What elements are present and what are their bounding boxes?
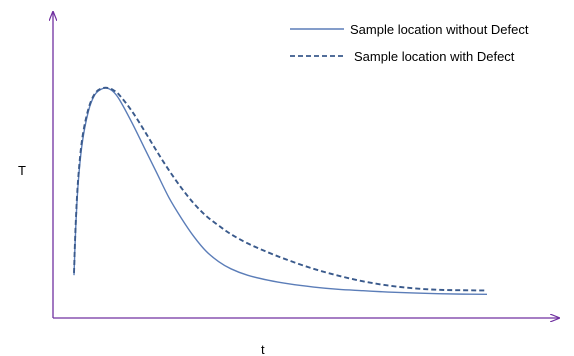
axes xyxy=(53,12,559,318)
series-line-without-defect xyxy=(73,87,488,296)
legend-label-with-defect: Sample location with Defect xyxy=(354,49,515,64)
series-line-with-defect xyxy=(73,86,488,292)
series-layer xyxy=(73,86,488,296)
legend-label-without-defect: Sample location without Defect xyxy=(350,22,529,37)
y-axis-label: T xyxy=(18,163,26,178)
legend: Sample location without Defect Sample lo… xyxy=(290,22,529,64)
x-axis-label: t xyxy=(261,342,265,356)
